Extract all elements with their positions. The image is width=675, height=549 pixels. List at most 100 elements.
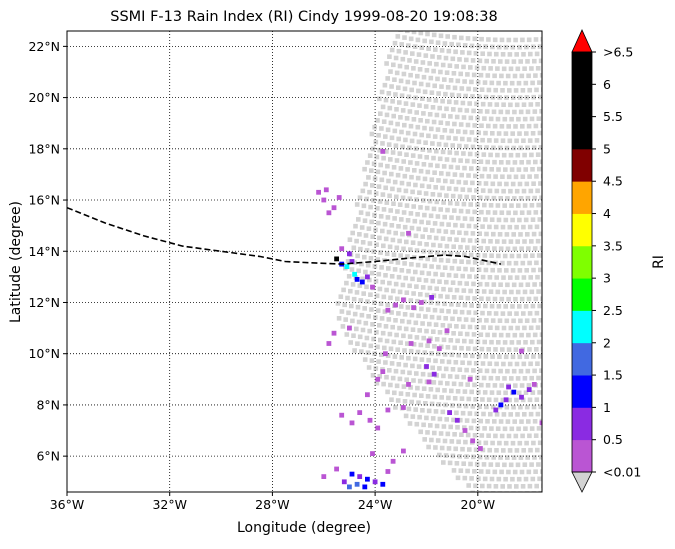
swath-pixel <box>469 79 474 85</box>
swath-pixel <box>510 181 516 187</box>
swath-pixel <box>449 439 455 444</box>
swath-pixel <box>530 131 536 136</box>
swath-pixel <box>414 421 420 427</box>
swath-pixel <box>442 438 448 444</box>
swath-pixel <box>529 289 535 295</box>
swath-pixel <box>448 78 454 83</box>
swath-pixel <box>400 369 406 375</box>
swath-pixel <box>414 284 419 289</box>
swath-pixel <box>502 253 508 259</box>
swath-pixel <box>501 188 506 194</box>
swath-pixel <box>477 317 482 323</box>
swath-pixel <box>520 484 526 489</box>
swath-pixel <box>429 437 434 443</box>
swath-pixel <box>458 295 464 300</box>
swath-pixel <box>495 462 500 467</box>
swath-pixel <box>403 188 409 194</box>
swath-pixel <box>396 311 401 316</box>
swath-pixel <box>460 410 466 416</box>
swath-pixel <box>402 173 408 179</box>
swath-pixel <box>479 36 484 42</box>
colorbar-segment <box>572 52 592 85</box>
swath-pixel <box>435 163 440 169</box>
swath-pixel <box>507 311 512 316</box>
swath-pixel <box>407 58 412 63</box>
swath-pixel <box>395 209 400 214</box>
swath-pixel <box>417 67 423 72</box>
swath-pixel <box>482 476 488 482</box>
swath-pixel <box>521 275 527 280</box>
swath-pixel <box>467 151 473 157</box>
swath-pixel <box>518 59 523 64</box>
swath-pixel <box>514 397 519 403</box>
rain-cell <box>380 369 386 374</box>
satellite-swath <box>335 31 542 492</box>
swath-pixel <box>505 109 510 115</box>
swath-pixel <box>522 412 527 417</box>
swath-pixel <box>449 179 455 184</box>
swath-pixel <box>506 174 512 180</box>
swath-pixel <box>538 267 542 273</box>
swath-pixel <box>417 414 422 420</box>
swath-pixel <box>518 282 524 288</box>
swath-pixel <box>406 406 412 412</box>
rain-cell <box>552 326 557 331</box>
swath-pixel <box>461 151 466 156</box>
swath-pixel <box>466 137 472 142</box>
colorbar-tick-label: <0.01 <box>603 465 641 480</box>
swath-pixel <box>377 147 382 153</box>
swath-pixel <box>393 318 398 323</box>
swath-pixel <box>477 281 483 287</box>
rain-cell <box>339 412 345 418</box>
rain-cell <box>359 279 365 285</box>
swath-pixel <box>369 270 375 276</box>
swath-pixel <box>482 80 488 85</box>
swath-pixel <box>463 317 469 322</box>
swath-pixel <box>479 296 484 301</box>
swath-pixel <box>415 175 421 181</box>
swath-pixel <box>487 361 493 366</box>
swath-pixel <box>538 181 542 186</box>
swath-pixel <box>530 217 536 222</box>
colorbar-tick-label: 1.5 <box>603 368 623 383</box>
swath-pixel <box>519 469 525 475</box>
swath-pixel <box>384 251 390 256</box>
swath-pixel <box>366 175 371 180</box>
swath-pixel <box>492 383 498 388</box>
swath-pixel <box>421 248 427 254</box>
swath-pixel <box>397 325 402 331</box>
swath-pixel <box>389 397 394 402</box>
swath-pixel <box>498 368 503 374</box>
swath-pixel <box>458 244 463 250</box>
swath-pixel <box>487 188 493 194</box>
swath-pixel <box>498 419 504 424</box>
swath-pixel <box>514 52 519 57</box>
swath-pixel <box>485 296 491 302</box>
swath-pixel <box>510 304 515 309</box>
swath-pixel <box>375 257 380 262</box>
swath-pixel <box>530 476 536 482</box>
rain-cell <box>385 307 391 313</box>
swath-pixel <box>470 58 476 63</box>
swath-pixel <box>467 274 472 279</box>
swath-pixel <box>496 217 502 223</box>
swath-pixel <box>526 37 532 43</box>
rain-cell <box>506 384 511 390</box>
swath-pixel <box>461 288 467 293</box>
swath-pixel <box>484 109 490 114</box>
swath-pixel <box>493 311 499 316</box>
rain-cell <box>429 295 434 300</box>
swath-pixel <box>505 196 510 201</box>
swath-pixel <box>513 296 518 302</box>
swath-pixel <box>530 339 535 345</box>
swath-pixel <box>530 390 536 395</box>
swath-pixel <box>408 211 414 216</box>
rain-cell <box>563 397 568 402</box>
swath-pixel <box>489 390 495 395</box>
swath-pixel <box>390 237 396 243</box>
swath-pixel <box>458 331 463 336</box>
swath-pixel <box>406 43 411 48</box>
swath-pixel <box>421 74 427 80</box>
swath-pixel <box>458 417 463 423</box>
swath-pixel <box>424 68 430 73</box>
